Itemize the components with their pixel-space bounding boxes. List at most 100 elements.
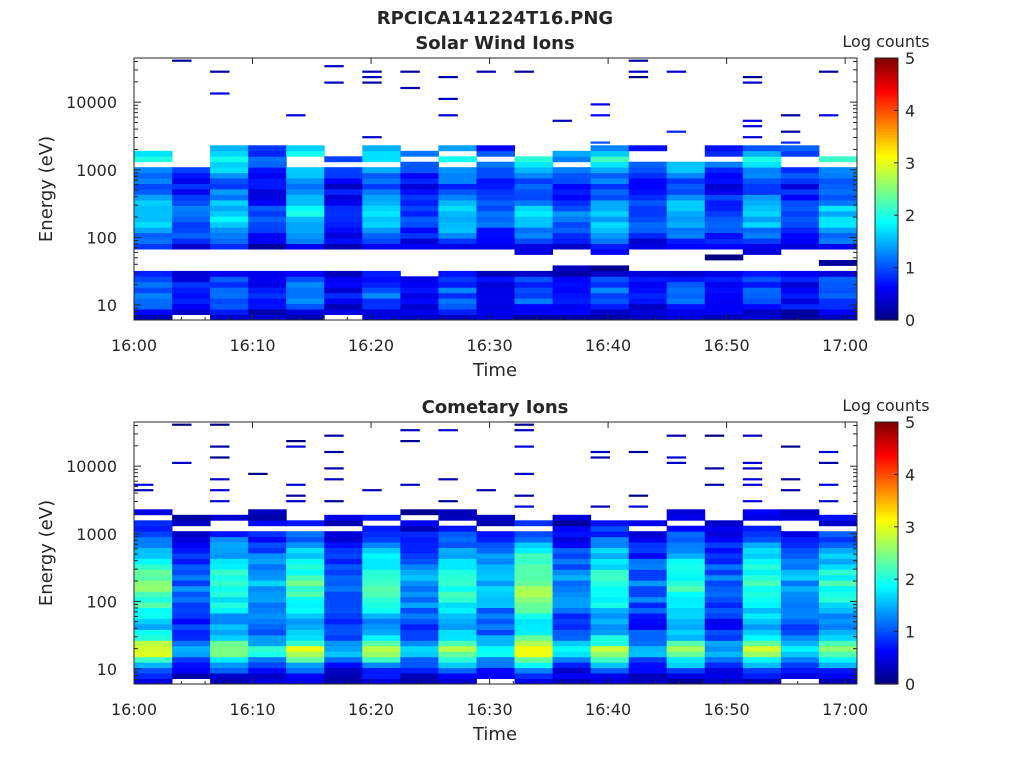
spectrogram-cell [666,629,706,636]
spectrogram-cell [704,281,744,288]
spectrogram-cell [476,287,515,294]
colorbar-segment [875,424,898,428]
spectrogram-cell [286,656,325,663]
colorbar-segment [875,587,898,591]
spectrogram-cell [666,205,706,212]
spectrogram-cell [324,478,344,481]
spectrogram-cell [324,520,363,527]
spectrogram-cell [286,199,325,206]
spectrogram-cell [476,514,515,521]
spectrogram-cell [248,194,287,201]
colorbar-segment [875,118,898,122]
spectrogram-cell [552,221,592,228]
spectrogram-cell [704,656,744,663]
spectrogram-cell [248,287,287,294]
spectrogram-cell [324,281,363,288]
spectrogram-cell [134,189,173,195]
spectrogram-cell [476,150,515,157]
spectrogram-cell [514,629,553,636]
spectrogram-cell [324,194,363,201]
colorbar-segment [875,293,898,298]
spectrogram-cell [210,70,230,73]
spectrogram-cell [210,618,249,625]
spectrogram-cell [704,298,744,305]
spectrogram-cell [172,640,211,647]
spectrogram-cell [286,243,325,250]
spectrogram-cell [552,613,592,619]
spectrogram-cell [704,238,744,244]
spectrogram-cell [438,634,477,641]
spectrogram-cell [514,591,553,598]
spectrogram-cell [666,640,706,647]
colorbar-segment [875,500,898,504]
spectrogram-cell [248,645,287,652]
spectrogram-cell [134,651,173,658]
spectrogram-cell [742,281,782,288]
spectrogram-cell [210,227,249,234]
colorbar-segment [875,597,898,601]
spectrogram-cell [210,585,249,592]
spectrogram-cell [704,227,744,234]
spectrogram-cell [286,292,325,299]
colorbar-segment [875,249,898,253]
spectrogram-cell [780,183,820,190]
spectrogram-cell [628,145,668,152]
colorbar-segment [875,233,898,237]
spectrogram-cell [590,156,630,163]
spectrogram-cell [210,161,249,168]
spectrogram-cell [362,514,401,521]
spectrogram-cell [704,580,744,587]
spectrogram-cell [818,232,858,239]
spectrogram-cell [742,500,763,503]
spectrogram-cell [818,114,839,117]
spectrogram-cell [362,563,401,570]
spectrogram-cell [704,640,744,647]
spectrogram-cell [210,287,249,294]
spectrogram-cell [666,167,706,174]
spectrogram-cell [818,303,858,310]
spectrogram-cell [818,216,858,223]
spectrogram-cell [742,478,763,481]
spectrogram-cell [362,243,401,250]
spectrogram-cell [514,210,553,217]
spectrogram-cell [134,199,173,206]
spectrogram-cell [324,678,363,685]
colorbar-segment [875,86,898,91]
spectrogram-cell [248,303,287,310]
spectrogram-cell [818,483,839,486]
spectrogram-cell [400,303,439,310]
colorbar-segment [875,136,898,140]
spectrogram-cell [628,227,668,234]
spectrogram-cell [438,591,477,598]
spectrogram-cell [780,591,820,598]
spectrogram-cell [400,232,439,239]
spectrogram-cell [400,558,439,565]
spectrogram-cell [780,199,820,206]
spectrogram-cell [818,243,858,250]
x-tick-label: 16:30 [467,700,513,719]
spectrogram-cell [704,629,744,636]
colorbar-segment [875,160,898,164]
spectrogram-cell [400,298,439,305]
spectrogram-cell [476,618,515,625]
spectrogram-cell [476,309,515,315]
spectrogram-cell [210,205,249,212]
spectrogram-cell [286,172,325,179]
spectrogram-cell [628,673,668,679]
colorbar-tick-label: 2 [905,570,915,589]
spectrogram-cell [210,189,249,195]
spectrogram-cell [704,199,744,206]
spectrogram-cell [704,314,744,321]
spectrogram-cell [742,76,763,79]
spectrogram-cell [324,467,344,470]
colorbar-segment [875,209,898,214]
spectrogram-cell [780,613,820,619]
spectrogram-cell [742,602,782,608]
spectrogram-cell [514,243,553,250]
spectrogram-cell [628,536,668,543]
spectrogram-cell [590,618,630,625]
spectrogram-cell [780,509,820,516]
colorbar-segment [875,668,898,672]
spectrogram-cell [210,216,249,223]
spectrogram-cell [742,467,763,470]
